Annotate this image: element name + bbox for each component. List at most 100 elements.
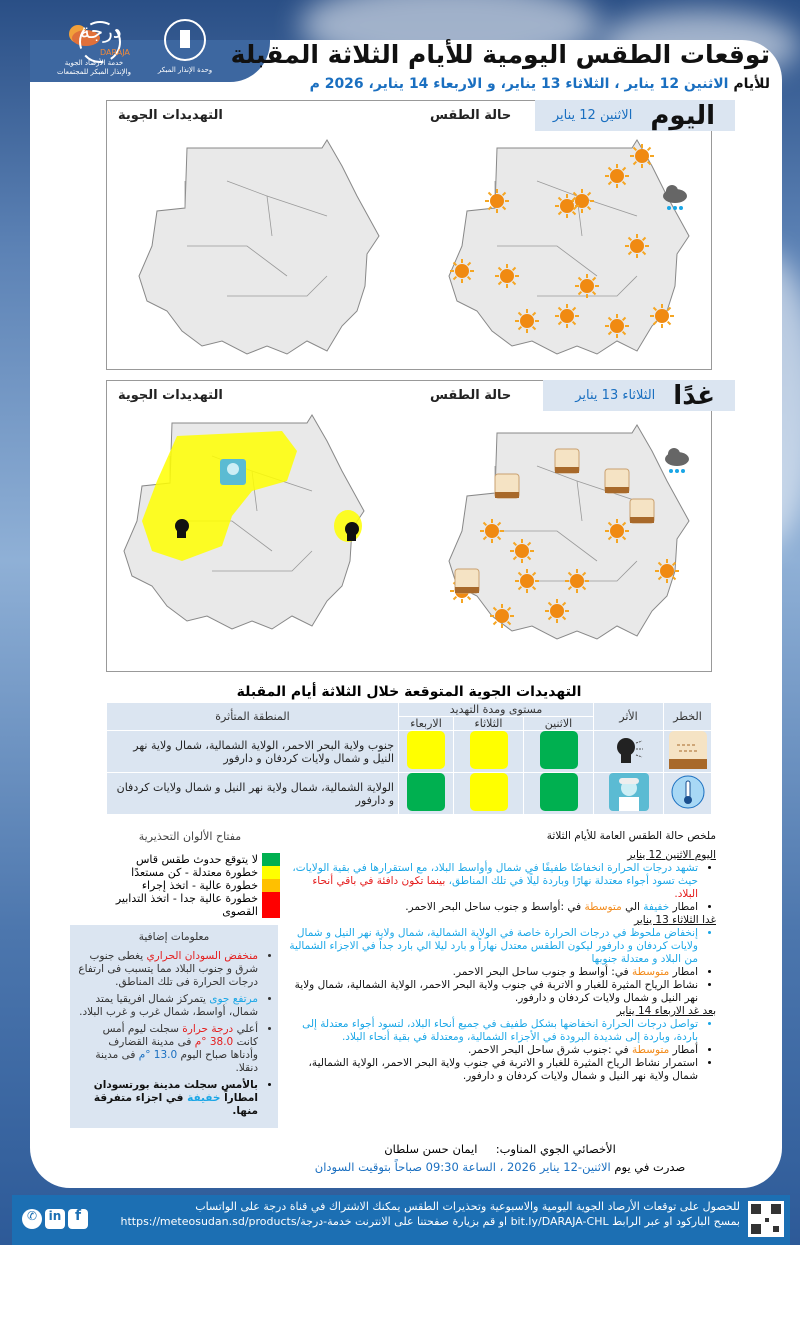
sun-ray: [621, 166, 627, 172]
sun-ray: [557, 306, 563, 312]
cough-icon: [345, 522, 359, 541]
thermometer-icon: [671, 775, 704, 809]
level-wed: [407, 773, 445, 811]
sun-icon: [485, 189, 509, 213]
sun-icon: [575, 274, 599, 298]
sun-icon: [510, 539, 534, 563]
day3-wind: استمرار نشاط الرياح المثيرة للغبار و الا…: [288, 1057, 698, 1083]
dust-icon: [668, 731, 707, 769]
sun-icon: [605, 164, 629, 188]
info-temp-text3: فى مدينة دنقلا.: [95, 1049, 258, 1074]
cough-icon: [616, 738, 643, 763]
sun-ray: [671, 575, 677, 581]
sun-icon: [650, 304, 674, 328]
sun-ray: [666, 306, 672, 312]
sun-core: [495, 609, 509, 623]
legend-label: لا يتوقع حدوث طقس قاس: [135, 853, 258, 866]
cold-person-icon: [608, 773, 649, 811]
sun-ray: [492, 606, 498, 612]
sun-icon: [515, 569, 539, 593]
state-borders: [184, 180, 328, 297]
page-subtitle: للأيام الاثنين 12 يناير ، الثلاثاء 13 ين…: [310, 76, 770, 92]
sun-ray: [652, 306, 658, 312]
sun-ray: [517, 311, 523, 317]
legend-swatch: [262, 866, 280, 879]
sun-ray: [501, 191, 507, 197]
affected-area: جنوب ولاية البحر الاحمر، الولاية الشمالي…: [106, 730, 399, 773]
legend-swatch: [262, 879, 280, 892]
qr-code-icon[interactable]: [748, 1201, 784, 1237]
sun-ray: [627, 250, 633, 256]
legend-item: خطورة عالية - اتخذ إجراء: [100, 879, 280, 892]
today-header: اليوم الاثنين 12 يناير: [535, 100, 735, 131]
tomorrow-header: غدًا الثلاثاء 13 يناير: [543, 380, 735, 411]
sun-ray: [547, 615, 553, 621]
issued-prefix: صدرت في يوم: [614, 1160, 686, 1174]
dust-ground: [455, 587, 479, 593]
raindrop: [681, 469, 685, 473]
legend-swatch: [262, 892, 280, 918]
sun-ray: [591, 276, 597, 282]
info-temp-text2: فى مدينة القضارف وأدناها صباح اليوم: [108, 1036, 258, 1061]
sun-core: [550, 604, 564, 618]
sun-ray: [607, 330, 613, 336]
additional-info: معلومات إضافية منخفض السودان الحراري يغط…: [70, 925, 278, 1128]
sun-ray: [557, 196, 563, 202]
sun-core: [575, 194, 589, 208]
sun-ray: [526, 541, 532, 547]
legend-item: خطورة معتدلة - كن مستعدًا: [100, 866, 280, 879]
day1-rain-light: خفيفة: [643, 901, 670, 913]
sun-ray: [652, 320, 658, 326]
sun-ray: [511, 266, 517, 272]
legend-item: لا يتوقع حدوث طقس قاس: [100, 853, 280, 866]
sun-ray: [572, 191, 578, 197]
sun-icon: [450, 259, 474, 283]
subtitle-dates: الاثنين 12 يناير ، الثلاثاء 13 يناير، و …: [309, 76, 729, 92]
sun-ray: [621, 521, 627, 527]
whatsapp-icon[interactable]: ✆: [22, 1209, 42, 1229]
sun-ray: [561, 601, 567, 607]
header-level: مستوى ومدة التهديد: [398, 702, 594, 717]
tomorrow-date: الثلاثاء 13 يناير: [575, 388, 656, 403]
facebook-icon[interactable]: f: [68, 1209, 88, 1229]
table-row: الولاية الشمالية، شمال ولاية نهر النيل و…: [106, 772, 712, 815]
sun-icon: [480, 519, 504, 543]
level-mon: [539, 731, 578, 769]
sun-ray: [571, 196, 577, 202]
logos: درجة DARAJA خدمة الأرصاد الجوية والإنذار…: [40, 8, 240, 88]
sun-core: [655, 309, 669, 323]
sun-ray: [607, 166, 613, 172]
sun-core: [610, 319, 624, 333]
daraja-sub2: والإنذار المبكر للمجتمعات: [57, 68, 131, 76]
sun-core: [660, 564, 674, 578]
sun-icon: [655, 559, 679, 583]
today-date: الاثنين 12 يناير: [552, 108, 633, 123]
dust-icon: [629, 498, 655, 524]
daraja-logo-en: DARAJA: [100, 48, 130, 57]
sun-ray: [557, 210, 563, 216]
tomorrow-weather-label: حالة الطقس: [430, 388, 512, 403]
sun-ray: [466, 261, 472, 267]
sun-core: [455, 264, 469, 278]
rain-cloud-icon: [665, 448, 689, 473]
sun-ray: [607, 521, 613, 527]
sun-ray: [641, 236, 647, 242]
today-label: اليوم: [650, 100, 715, 131]
summary-day2-title: غدا الثلاثاء 13 يناير: [634, 914, 716, 926]
sun-ray: [466, 595, 472, 601]
day2-wind: نشاط الرياح المثيرة للغبار و الاتربة في …: [288, 979, 698, 1005]
sun-ray: [657, 561, 663, 567]
level-tue: [469, 731, 508, 769]
sun-icon: [490, 604, 514, 628]
dust-icon: [454, 568, 480, 594]
linkedin-icon[interactable]: in: [45, 1209, 65, 1229]
sun-ray: [517, 585, 523, 591]
summary-day1-title: اليوم الاثنين 12 يناير: [627, 849, 716, 861]
sun-ray: [627, 236, 633, 242]
sun-icon: [515, 309, 539, 333]
raindrop: [673, 206, 677, 210]
sun-ray: [506, 606, 512, 612]
today-threats-label: التهديدات الجوية: [118, 108, 223, 123]
footer-link[interactable]: بمسح الباركود او عبر الرابط bit.ly/DARAJ…: [120, 1215, 740, 1228]
header-area: المنطقة المتأثرة: [106, 702, 399, 731]
